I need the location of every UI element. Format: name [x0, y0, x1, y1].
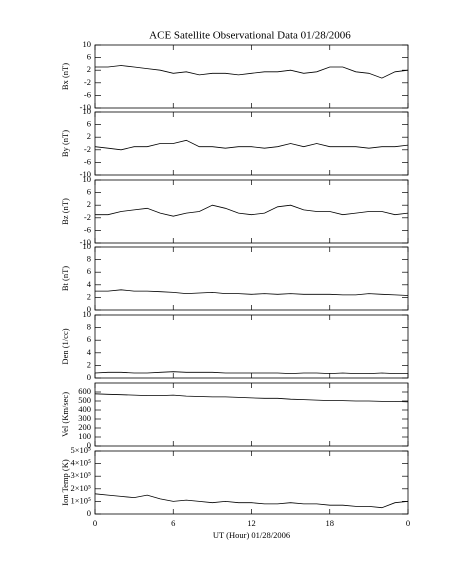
y-axis-label: Bx (nT)	[60, 63, 70, 90]
y-tick-label: -6	[84, 224, 91, 234]
y-tick-label: -10	[80, 169, 91, 179]
y-tick-label: 10	[83, 241, 92, 251]
y-tick-label: 0	[87, 372, 91, 382]
y-tick-label: 2	[87, 291, 91, 301]
y-tick-label: 2	[87, 359, 91, 369]
y-tick-label: -6	[84, 156, 91, 166]
y-tick-label: 4	[87, 347, 92, 357]
y-tick-label: 2	[87, 131, 91, 141]
y-tick-label: 5×10⁵	[70, 445, 91, 455]
y-axis-label: Den (1/cc)	[60, 328, 70, 364]
y-tick-label: 10	[83, 106, 92, 116]
y-tick-label: 2	[87, 199, 91, 209]
y-tick-label: 6	[87, 52, 91, 62]
y-tick-label: -6	[84, 89, 91, 99]
y-axis-label: Bz (nT)	[60, 198, 70, 225]
y-axis-label: By (nT)	[60, 130, 70, 157]
y-tick-label: 200	[78, 422, 91, 432]
y-tick-label: 6	[87, 334, 91, 344]
data-line	[94, 371, 408, 375]
y-tick-label: 300	[78, 413, 91, 423]
y-tick-label: 4×10⁵	[70, 458, 91, 468]
x-tick-label: 0	[406, 518, 410, 528]
y-tick-label: -2	[84, 77, 91, 87]
y-tick-label: 6	[87, 187, 91, 197]
x-axis-label: UT (Hour) 01/28/2006	[213, 530, 290, 540]
y-tick-label: 6	[87, 119, 91, 129]
y-axis-label: Vel (Km/sec)	[60, 392, 70, 437]
data-line	[95, 65, 409, 79]
y-axis-label: Ion Temp (K)	[60, 459, 70, 506]
y-tick-label: 3×10⁵	[70, 470, 91, 480]
y-tick-label: 600	[78, 386, 91, 396]
y-tick-label: 100	[78, 431, 91, 441]
y-tick-label: -10	[80, 237, 91, 247]
y-tick-label: 0	[87, 440, 91, 450]
y-tick-label: 0	[87, 304, 91, 314]
y-tick-label: -2	[84, 144, 91, 154]
y-tick-label: 10	[83, 39, 92, 49]
y-tick-label: 6	[87, 266, 91, 276]
y-tick-label: 2×10⁵	[70, 483, 91, 493]
y-tick-label: 0	[87, 508, 91, 518]
data-line	[95, 204, 409, 217]
x-tick-label: 18	[326, 518, 335, 528]
x-tick-label: 12	[247, 518, 256, 528]
y-tick-label: 10	[83, 174, 92, 184]
y-tick-label: 10	[83, 309, 92, 319]
data-line	[94, 393, 409, 403]
y-tick-label: -10	[80, 102, 91, 112]
x-tick-label: 0	[93, 518, 97, 528]
chart-title: ACE Satellite Observational Data 01/28/2…	[149, 30, 351, 42]
y-tick-label: -2	[84, 212, 91, 222]
y-tick-label: 500	[78, 395, 91, 405]
y-tick-label: 400	[78, 404, 91, 414]
y-tick-label: 8	[87, 322, 91, 332]
data-line	[95, 289, 409, 296]
data-line	[94, 139, 409, 151]
y-tick-label: 4	[87, 279, 92, 289]
y-axis-label: Bt (nT)	[60, 266, 70, 291]
y-tick-label: 2	[87, 64, 91, 74]
x-tick-label: 6	[171, 518, 175, 528]
y-tick-label: 1×10⁵	[70, 495, 91, 505]
y-tick-label: 8	[87, 254, 91, 264]
data-line	[94, 493, 409, 509]
